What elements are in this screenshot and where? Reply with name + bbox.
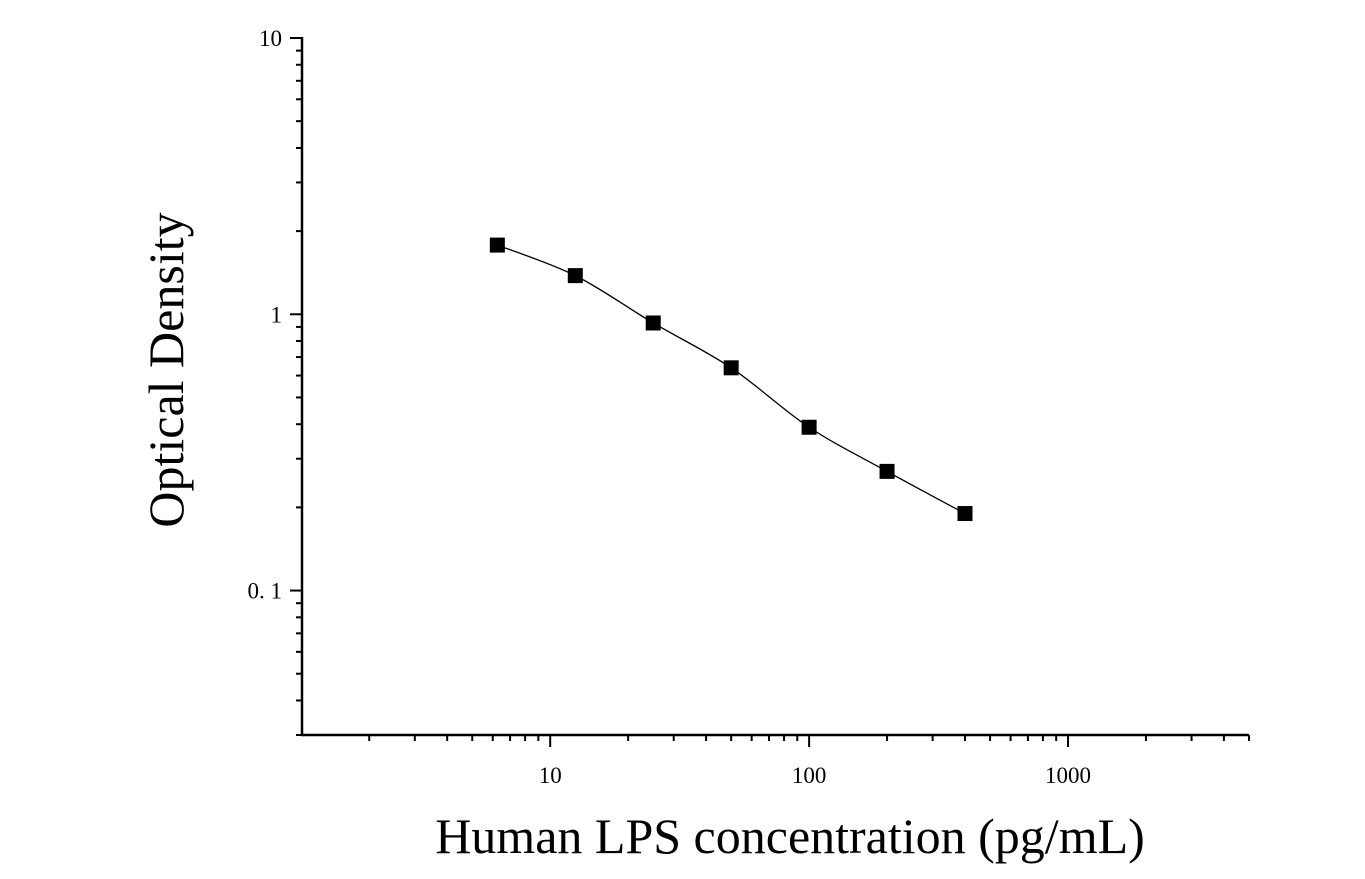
x-axis-title: Human LPS concentration (pg/mL) (435, 808, 1145, 864)
data-point (801, 419, 817, 435)
data-point (723, 360, 739, 376)
x-tick-label: 100 (792, 763, 827, 788)
y-tick-label: 1 (271, 302, 283, 327)
x-tick-label: 1000 (1045, 763, 1091, 788)
y-axis-title: Optical Density (138, 212, 194, 527)
data-point (879, 463, 895, 479)
fit-curve-line (497, 244, 966, 515)
fit-curve-layer (497, 244, 966, 515)
y-tick-label: 0. 1 (248, 579, 283, 604)
data-point (645, 315, 661, 331)
x-tick-label: 10 (539, 763, 562, 788)
y-tick-label: 10 (259, 26, 282, 51)
data-points-layer (489, 237, 973, 522)
data-point (957, 506, 973, 522)
data-point (489, 237, 505, 253)
data-point (567, 268, 583, 284)
axes: 10 1 0. 1 10 100 1000 (248, 26, 1250, 788)
